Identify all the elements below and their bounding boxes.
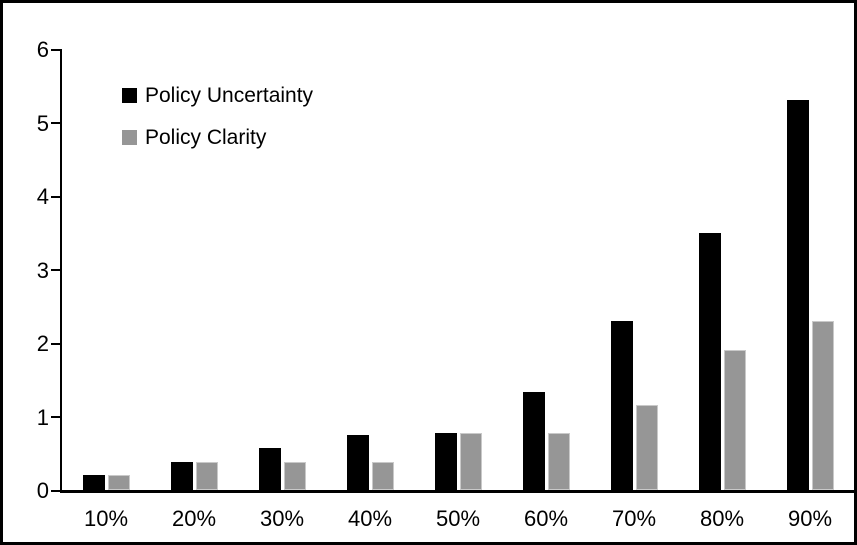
x-axis-tick-label: 90% xyxy=(787,506,833,531)
y-axis-tick xyxy=(51,489,60,492)
y-axis-tick-label: 4 xyxy=(36,184,49,209)
bar-policy-clarity xyxy=(723,350,746,490)
bar-policy-clarity xyxy=(811,321,834,490)
y-axis-tick-label: 0 xyxy=(36,478,49,503)
bar-policy-uncertainty xyxy=(610,321,633,490)
bar-policy-uncertainty xyxy=(346,435,369,490)
bar-policy-uncertainty xyxy=(258,448,281,490)
legend-label: Policy Uncertainty xyxy=(145,83,314,107)
bar-policy-clarity xyxy=(283,462,306,490)
x-axis-tick-label: 10% xyxy=(83,506,129,531)
chart-legend: Policy Uncertainty Policy Clarity xyxy=(122,83,314,169)
bar-policy-uncertainty xyxy=(434,433,457,490)
y-axis-tick-label: 2 xyxy=(36,331,49,356)
legend-label: Policy Clarity xyxy=(145,125,267,149)
bar-policy-uncertainty xyxy=(698,233,721,490)
x-axis-tick-label: 20% xyxy=(171,506,217,531)
bar-policy-uncertainty xyxy=(82,475,105,490)
x-axis-tick-label: 30% xyxy=(259,506,305,531)
x-axis-tick-label: 70% xyxy=(611,506,657,531)
x-axis-tick-label: 40% xyxy=(347,506,393,531)
bar-policy-uncertainty xyxy=(170,462,193,490)
bar-policy-clarity xyxy=(635,405,658,490)
x-axis-tick-label: 50% xyxy=(435,506,481,531)
bar-policy-clarity xyxy=(195,462,218,490)
bar-policy-clarity xyxy=(547,433,570,490)
legend-swatch-icon xyxy=(122,130,137,145)
bar-policy-clarity xyxy=(107,475,130,490)
legend-swatch-icon xyxy=(122,88,137,103)
y-axis-tick xyxy=(51,342,60,345)
y-axis-tick-label: 3 xyxy=(36,257,49,283)
y-axis-tick-label: 5 xyxy=(36,110,49,136)
x-axis-tick-label: 80% xyxy=(699,506,745,531)
legend-item-policy-clarity: Policy Clarity xyxy=(122,125,313,149)
y-axis-tick-label: 1 xyxy=(36,404,49,430)
y-axis-tick xyxy=(51,48,60,51)
y-axis-line xyxy=(60,49,62,493)
bar-policy-uncertainty xyxy=(786,100,809,490)
x-axis-tick-label: 60% xyxy=(523,506,569,531)
y-axis-tick xyxy=(51,416,60,418)
bar-policy-clarity xyxy=(459,433,482,490)
bar-policy-uncertainty xyxy=(522,392,545,490)
y-axis-tick xyxy=(51,122,60,124)
x-axis-line xyxy=(60,490,854,493)
y-axis-tick xyxy=(51,195,60,198)
y-axis-tick-label: 6 xyxy=(36,37,49,62)
legend-item-policy-uncertainty: Policy Uncertainty xyxy=(122,83,314,107)
y-axis-tick xyxy=(51,269,60,271)
bar-policy-clarity xyxy=(371,462,394,490)
